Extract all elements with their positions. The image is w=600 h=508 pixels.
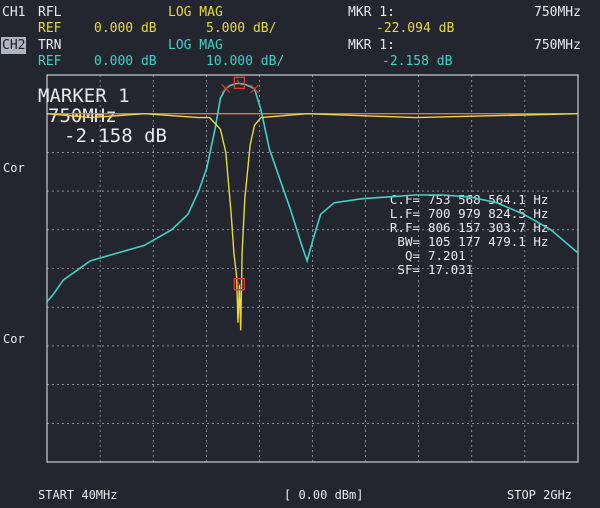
ch2-marker-1-glyph <box>236 80 242 86</box>
ch1-marker-freq: 750MHz <box>534 5 581 20</box>
ch2-header: CH2 TRN LOG MAG MKR 1: 750MHz <box>0 37 600 54</box>
cor-label-2: Cor <box>3 332 25 346</box>
ch2-scale: 10.000 dB/ <box>206 54 285 69</box>
footer: START 40MHz [ 0.00 dBm] STOP 2GHz <box>0 482 600 508</box>
markers <box>221 76 259 291</box>
upper-cutoff-marker-b <box>250 84 259 94</box>
plot-area[interactable]: Cor Cor MARKER 1 750MHz -2.158 dB C.F= 75… <box>0 68 600 482</box>
marker-box-value: -2.158 dB <box>64 125 167 147</box>
ch1-format: LOG MAG <box>168 5 223 20</box>
filter-stats: C.F= 753 568 564.1 HzL.F= 700 979 824.5 Hz… <box>390 192 549 277</box>
ch1-marker-1-glyph <box>236 281 242 288</box>
marker-box-freq: 750MHz <box>48 105 117 127</box>
ch2-marker-freq: 750MHz <box>534 38 581 53</box>
ch2-ref-row: REF 0.000 dB 10.000 dB/ -2.158 dB <box>0 53 600 70</box>
ch2-ref-label: REF <box>38 54 62 69</box>
stat-value: 806 157 303.7 Hz <box>428 220 548 235</box>
stat-label: SF= <box>397 262 420 277</box>
ch2-marker-1 <box>233 76 246 90</box>
ch1-tag[interactable]: CH1 <box>2 5 26 20</box>
stat-label: L.F= <box>390 206 420 221</box>
ch2-marker-value: -2.158 dB <box>382 54 453 69</box>
stat-label: R.F= <box>390 220 420 235</box>
stat-label: Q= <box>405 248 420 263</box>
stat-value: 700 979 824.5 Hz <box>428 206 548 221</box>
ch1-ref-label: REF <box>38 21 62 36</box>
ch1-marker-label: MKR 1: <box>348 5 395 20</box>
ch1-marker-1 <box>233 278 246 291</box>
stat-value: 7.201 <box>428 248 466 263</box>
stat-value: 105 177 479.1 Hz <box>428 234 548 249</box>
marker-box-title: MARKER 1 <box>38 85 130 107</box>
ch2-marker-label: MKR 1: <box>348 38 395 53</box>
stat-value: 753 568 564.1 Hz <box>428 192 548 207</box>
ch1-marker-value: -22.094 dB <box>376 21 455 36</box>
start-frequency[interactable]: START 40MHz <box>38 488 118 502</box>
ch2-mode: TRN <box>38 38 62 53</box>
lower-cutoff-marker-b <box>221 84 231 93</box>
ch2-format: LOG MAG <box>168 38 223 53</box>
ch1-scale: 5.000 dB/ <box>206 21 277 36</box>
ch1-mode: RFL <box>38 5 62 20</box>
ch2-tag[interactable]: CH2 <box>1 37 27 54</box>
ch2-ref-value: 0.000 dB <box>94 54 157 69</box>
source-power[interactable]: [ 0.00 dBm] <box>284 488 364 502</box>
ch1-ref-value: 0.000 dB <box>94 21 157 36</box>
stat-label: BW= <box>397 234 420 249</box>
ch1-trace <box>46 112 579 331</box>
stat-value: 17.031 <box>428 262 473 277</box>
ch1-ref-row: REF 0.000 dB 5.000 dB/ -22.094 dB <box>0 20 600 37</box>
stop-frequency[interactable]: STOP 2GHz <box>507 488 573 502</box>
cor-label-1: Cor <box>3 161 25 175</box>
ch1-header: CH1 RFL LOG MAG MKR 1: 750MHz <box>0 4 600 21</box>
